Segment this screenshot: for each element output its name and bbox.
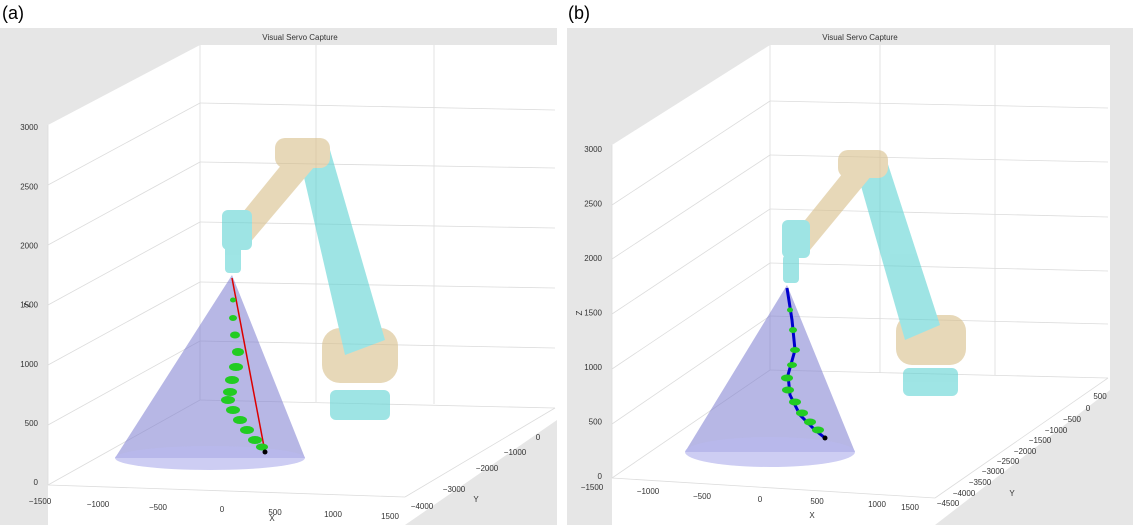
trajectory xyxy=(785,287,826,440)
y-tick-label: −2000 xyxy=(1014,447,1037,456)
plot-title: Visual Servo Capture xyxy=(822,33,898,42)
z-tick-label: 1000 xyxy=(20,360,38,369)
y-tick-label: −2500 xyxy=(997,457,1020,466)
x-axis-label: X xyxy=(269,514,275,523)
trajectory xyxy=(231,277,266,453)
x-tick-label: 1000 xyxy=(324,510,342,519)
cone xyxy=(685,285,855,452)
z-tick-label: 3000 xyxy=(20,123,38,132)
z-tick-label: 0 xyxy=(34,478,39,487)
robot xyxy=(222,138,398,420)
panel-label: (b) xyxy=(568,3,590,23)
y-tick-label: −1000 xyxy=(504,448,527,457)
y-tick-label: −3500 xyxy=(969,478,992,487)
plot-title: Visual Servo Capture xyxy=(262,33,338,42)
x-tick-label: −1000 xyxy=(637,487,660,496)
target-point xyxy=(822,435,828,441)
panel-b xyxy=(567,28,1133,525)
z-tick-label: 500 xyxy=(589,418,603,427)
x-tick-label: 1000 xyxy=(868,500,886,509)
x-axis-label: X xyxy=(809,511,815,520)
y-tick-label: −500 xyxy=(1063,415,1082,424)
y-tick-label: 0 xyxy=(536,433,541,442)
x-tick-label: −1500 xyxy=(581,483,604,492)
cone-base xyxy=(115,446,305,470)
z-axis-label: Z xyxy=(23,302,32,307)
x-tick-label: −1000 xyxy=(87,500,110,509)
y-tick-label: −1000 xyxy=(1045,426,1068,435)
x-tick-label: 0 xyxy=(758,495,763,504)
z-tick-label: 2500 xyxy=(584,200,602,209)
x-tick-label: 0 xyxy=(220,505,225,514)
x-tick-label: 500 xyxy=(268,508,282,517)
z-tick-label: 2000 xyxy=(20,241,38,250)
target-point xyxy=(262,449,268,455)
y-axis-label: Y xyxy=(473,495,479,504)
panel-label: (a) xyxy=(2,3,24,23)
x-tick-label: −500 xyxy=(149,503,168,512)
y-tick-label: −4000 xyxy=(411,502,434,511)
z-tick-label: 0 xyxy=(598,472,603,481)
z-tick-label: 1000 xyxy=(584,363,602,372)
y-tick-label: −4000 xyxy=(953,489,976,498)
x-tick-label: −500 xyxy=(693,492,712,501)
grid xyxy=(47,45,556,498)
x-tick-label: 500 xyxy=(810,497,824,506)
z-tick-label: 1500 xyxy=(20,301,38,310)
y-tick-label: −3000 xyxy=(982,467,1005,476)
y-tick-label: −1500 xyxy=(1029,436,1052,445)
trajectory-points xyxy=(221,297,268,451)
y-tick-label: −4500 xyxy=(937,499,960,508)
z-tick-label: 2000 xyxy=(584,254,602,263)
trajectory-points xyxy=(781,307,824,434)
z-tick-label: 500 xyxy=(25,419,39,428)
x-tick-label: −1500 xyxy=(29,497,52,506)
x-tick-label: 1500 xyxy=(381,512,399,521)
panel-a xyxy=(0,28,557,525)
robot xyxy=(782,150,966,396)
z-tick-label: 1500 xyxy=(584,309,602,318)
z-tick-label: 2500 xyxy=(20,182,38,191)
y-tick-label: 500 xyxy=(1093,392,1107,401)
x-tick-label: 1500 xyxy=(901,503,919,512)
y-tick-label: −2000 xyxy=(476,464,499,473)
y-tick-label: 0 xyxy=(1086,404,1091,413)
z-axis-label: Z xyxy=(575,310,584,315)
y-axis-label: Y xyxy=(1009,489,1015,498)
cone-base xyxy=(685,437,855,467)
y-tick-label: −3000 xyxy=(443,485,466,494)
z-tick-label: 3000 xyxy=(584,145,602,154)
